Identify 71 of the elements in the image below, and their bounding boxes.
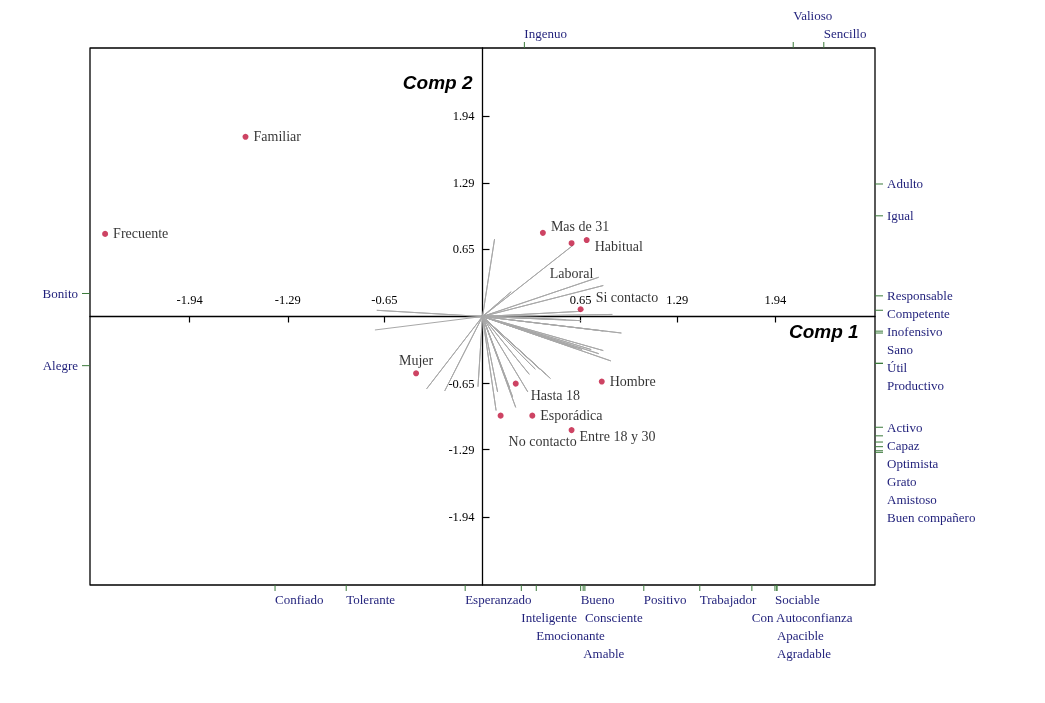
text: Agradable: [776, 646, 832, 661]
point: [512, 380, 519, 387]
text: Ingenuo: [524, 26, 567, 41]
x-tick-label: 1.94: [764, 293, 788, 307]
point: [529, 412, 536, 419]
point: [568, 427, 575, 434]
text: Igual: [887, 208, 915, 224]
text: Competente: [887, 306, 951, 322]
data-label: Mujer: [398, 352, 434, 368]
data-label: Hasta 18: [530, 388, 581, 404]
text: Productivo: [887, 378, 945, 394]
data-label: No contacto: [508, 434, 577, 450]
text: Alegre: [42, 358, 79, 374]
text: Trabajador: [699, 592, 758, 607]
text: Amable: [583, 646, 625, 661]
text: Buen compañero: [887, 509, 976, 525]
text: Adulto: [887, 176, 924, 192]
y-tick-label: -1.94: [448, 509, 476, 524]
text: Consciente: [584, 610, 643, 625]
point: [497, 412, 504, 419]
data-label: Habitual: [594, 238, 643, 254]
data-label: Hombre: [609, 374, 656, 390]
point: [598, 378, 605, 385]
text: Emocionante: [536, 628, 606, 643]
point: [583, 237, 590, 244]
x-tick-label: -1.29: [274, 293, 301, 307]
text: Tolerante: [346, 592, 396, 607]
y-tick-label: 1.29: [452, 176, 475, 191]
x-tick-label: 1.29: [666, 293, 689, 307]
text: Sociable: [774, 592, 820, 607]
data-label: Mas de 31: [550, 219, 610, 235]
text: Responsable: [887, 288, 953, 304]
point: [242, 133, 249, 140]
text: Positivo: [643, 592, 687, 607]
text: Capaz: [887, 437, 920, 453]
text: Útil: [887, 360, 908, 376]
data-label: Laboral: [549, 265, 594, 281]
text: Sencillo: [823, 26, 867, 41]
y-axis-title: Comp 2: [402, 72, 473, 93]
y-tick-label: -1.29: [448, 442, 475, 457]
text: Confiado: [275, 592, 324, 607]
x-axis-title: Comp 1: [789, 320, 859, 342]
point: [413, 370, 420, 377]
x-tick-label: 0.65: [569, 293, 592, 307]
point: [568, 240, 575, 247]
text: Optimista: [887, 455, 939, 471]
data-label: Entre 18 y 30: [579, 428, 656, 444]
text: Inofensivo: [887, 324, 943, 340]
text: Bueno: [580, 592, 615, 607]
text: Amistoso: [887, 491, 937, 507]
data-label: Familiar: [253, 129, 302, 145]
text: Activo: [887, 419, 923, 435]
text: Inteligente: [521, 610, 578, 625]
y-tick-label: 1.94: [452, 109, 476, 124]
text: Esperanzado: [465, 592, 532, 607]
data-label: Frecuente: [113, 226, 169, 242]
text: Grato: [887, 473, 917, 489]
text: Apacible: [776, 628, 825, 643]
text: Sano: [887, 342, 913, 358]
text: Bonito: [42, 285, 78, 301]
data-label: Si contacto: [595, 289, 659, 305]
x-tick-label: -1.94: [176, 293, 204, 307]
x-tick-label: -0.65: [371, 293, 398, 307]
text: Valioso: [793, 8, 833, 23]
point: [577, 306, 584, 313]
y-tick-label: -0.65: [448, 376, 475, 391]
point: [539, 229, 546, 236]
text: Con Autoconfianza: [751, 610, 853, 625]
data-label: Esporádica: [540, 408, 604, 424]
point: [102, 230, 109, 237]
y-tick-label: 0.65: [452, 242, 475, 257]
